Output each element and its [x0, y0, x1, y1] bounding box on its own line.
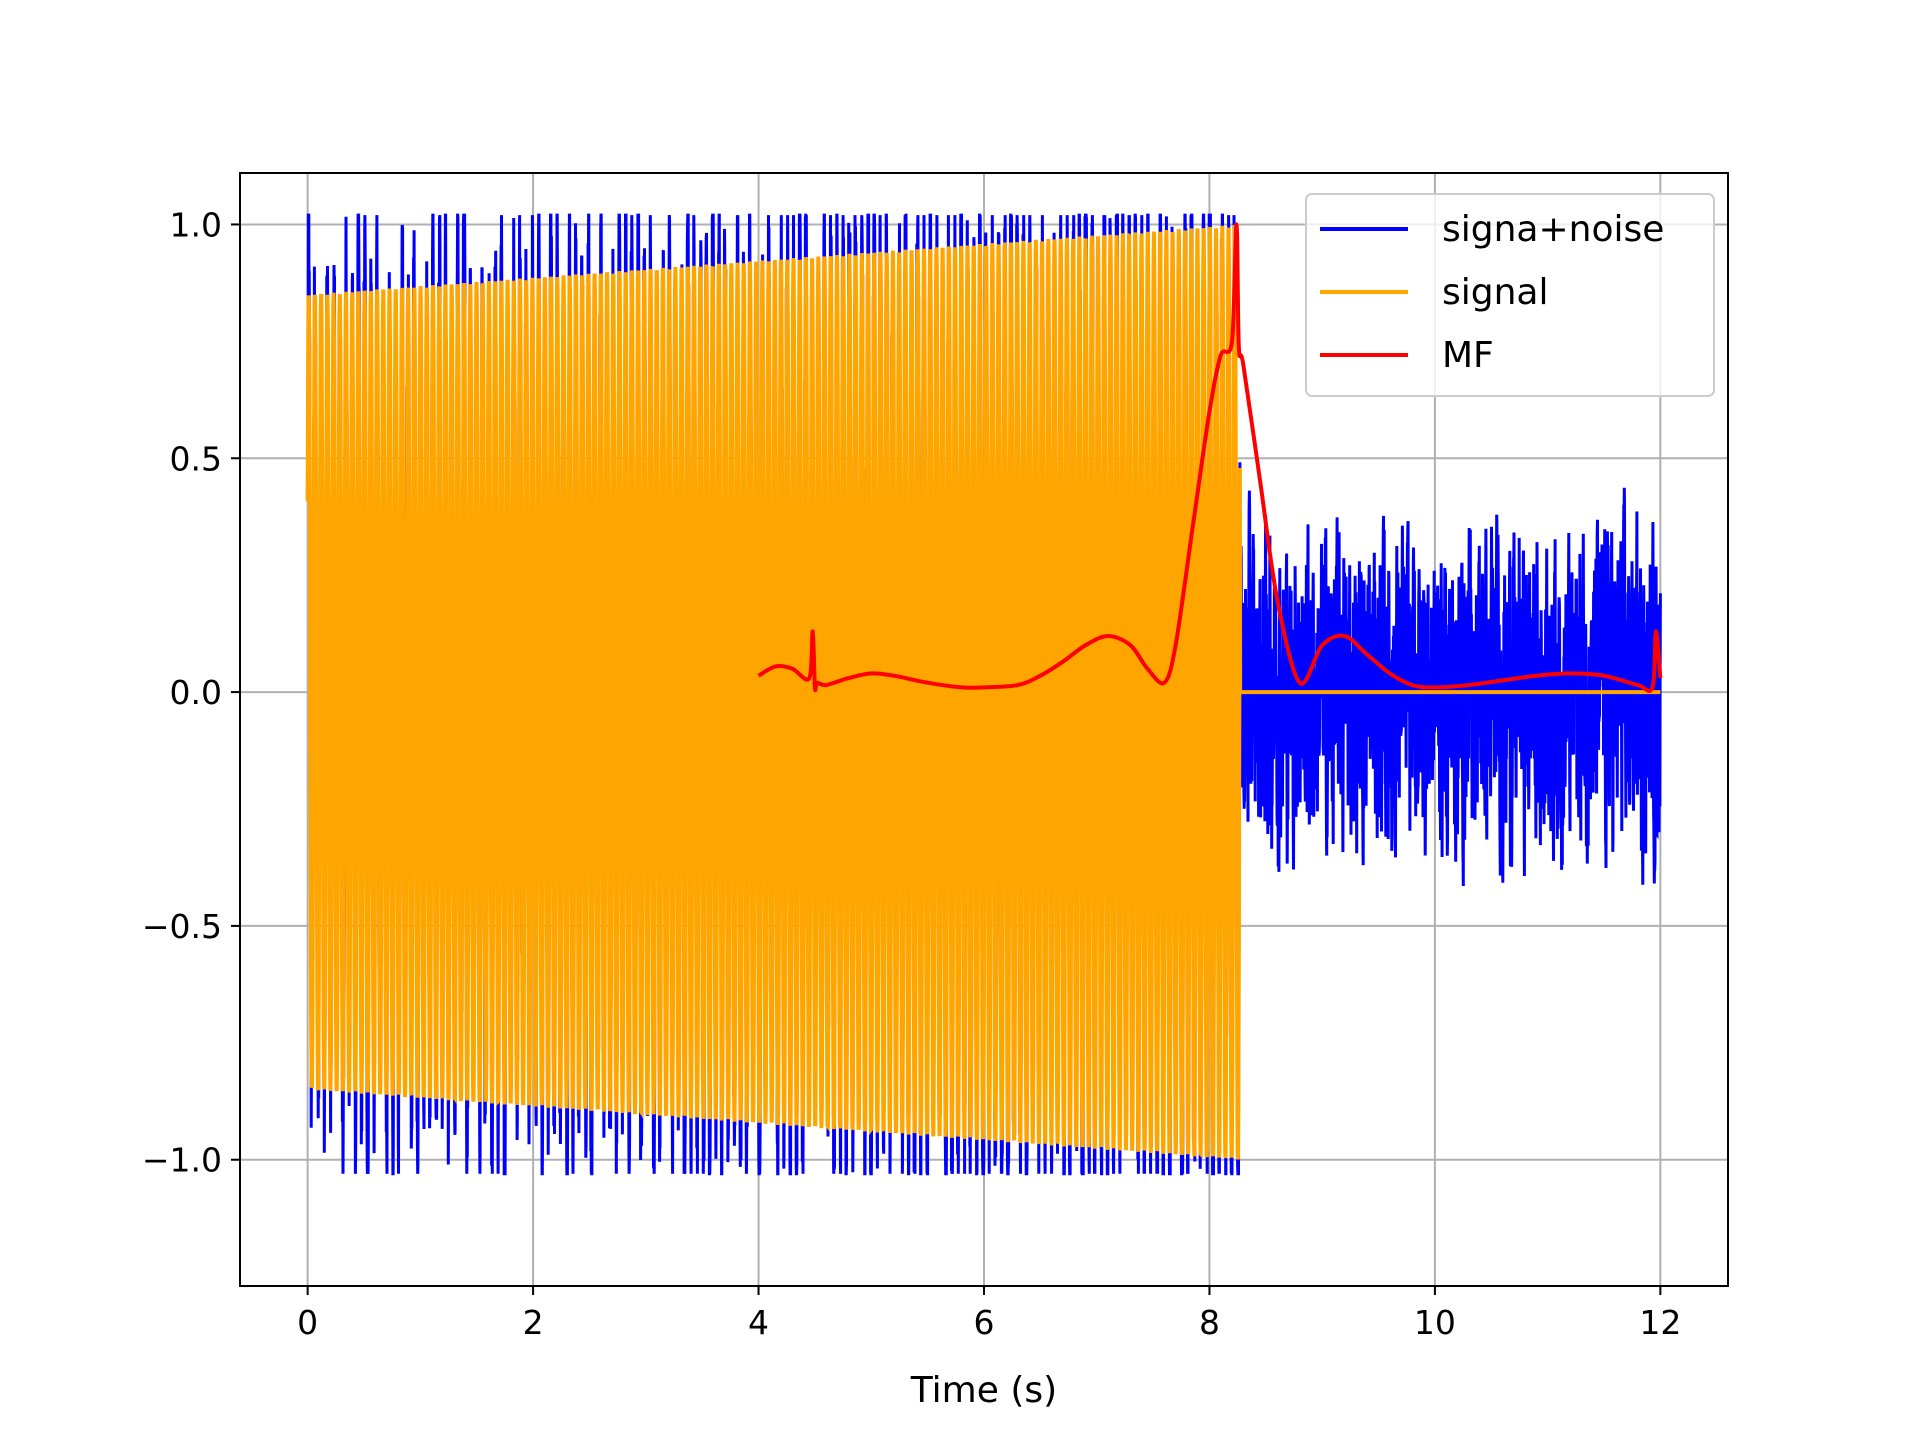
y-tick-label: 0.0 — [170, 673, 222, 712]
x-tick-label: 4 — [748, 1303, 769, 1342]
legend-label-mf: MF — [1442, 335, 1494, 376]
y-tick-label: −0.5 — [142, 907, 222, 946]
ticks: 0 2 4 6 8 10 12 −1.0 −0.5 0.0 0.5 1.0 — [142, 205, 1682, 1342]
x-tick-label: 6 — [974, 1303, 995, 1342]
x-tick-label: 0 — [297, 1303, 318, 1342]
x-axis-title: Time (s) — [910, 1370, 1057, 1411]
legend-label-signal-noise: signa+noise — [1442, 209, 1664, 250]
x-tick-label: 12 — [1639, 1303, 1681, 1342]
legend-box — [1305, 193, 1715, 397]
series-mf-line — [757, 222, 1663, 693]
y-tick-label: 1.0 — [170, 205, 222, 244]
y-tick-label: 0.5 — [170, 439, 222, 478]
legend-label-signal: signal — [1442, 272, 1549, 313]
x-tick-label: 2 — [523, 1303, 544, 1342]
legend: signa+noise signal MF — [1305, 193, 1715, 397]
x-tick-label: 8 — [1199, 1303, 1220, 1342]
series-signal-line — [305, 224, 1661, 1160]
series-layer — [305, 213, 1663, 1176]
y-tick-label: −1.0 — [142, 1141, 222, 1180]
x-tick-label: 10 — [1414, 1303, 1456, 1342]
